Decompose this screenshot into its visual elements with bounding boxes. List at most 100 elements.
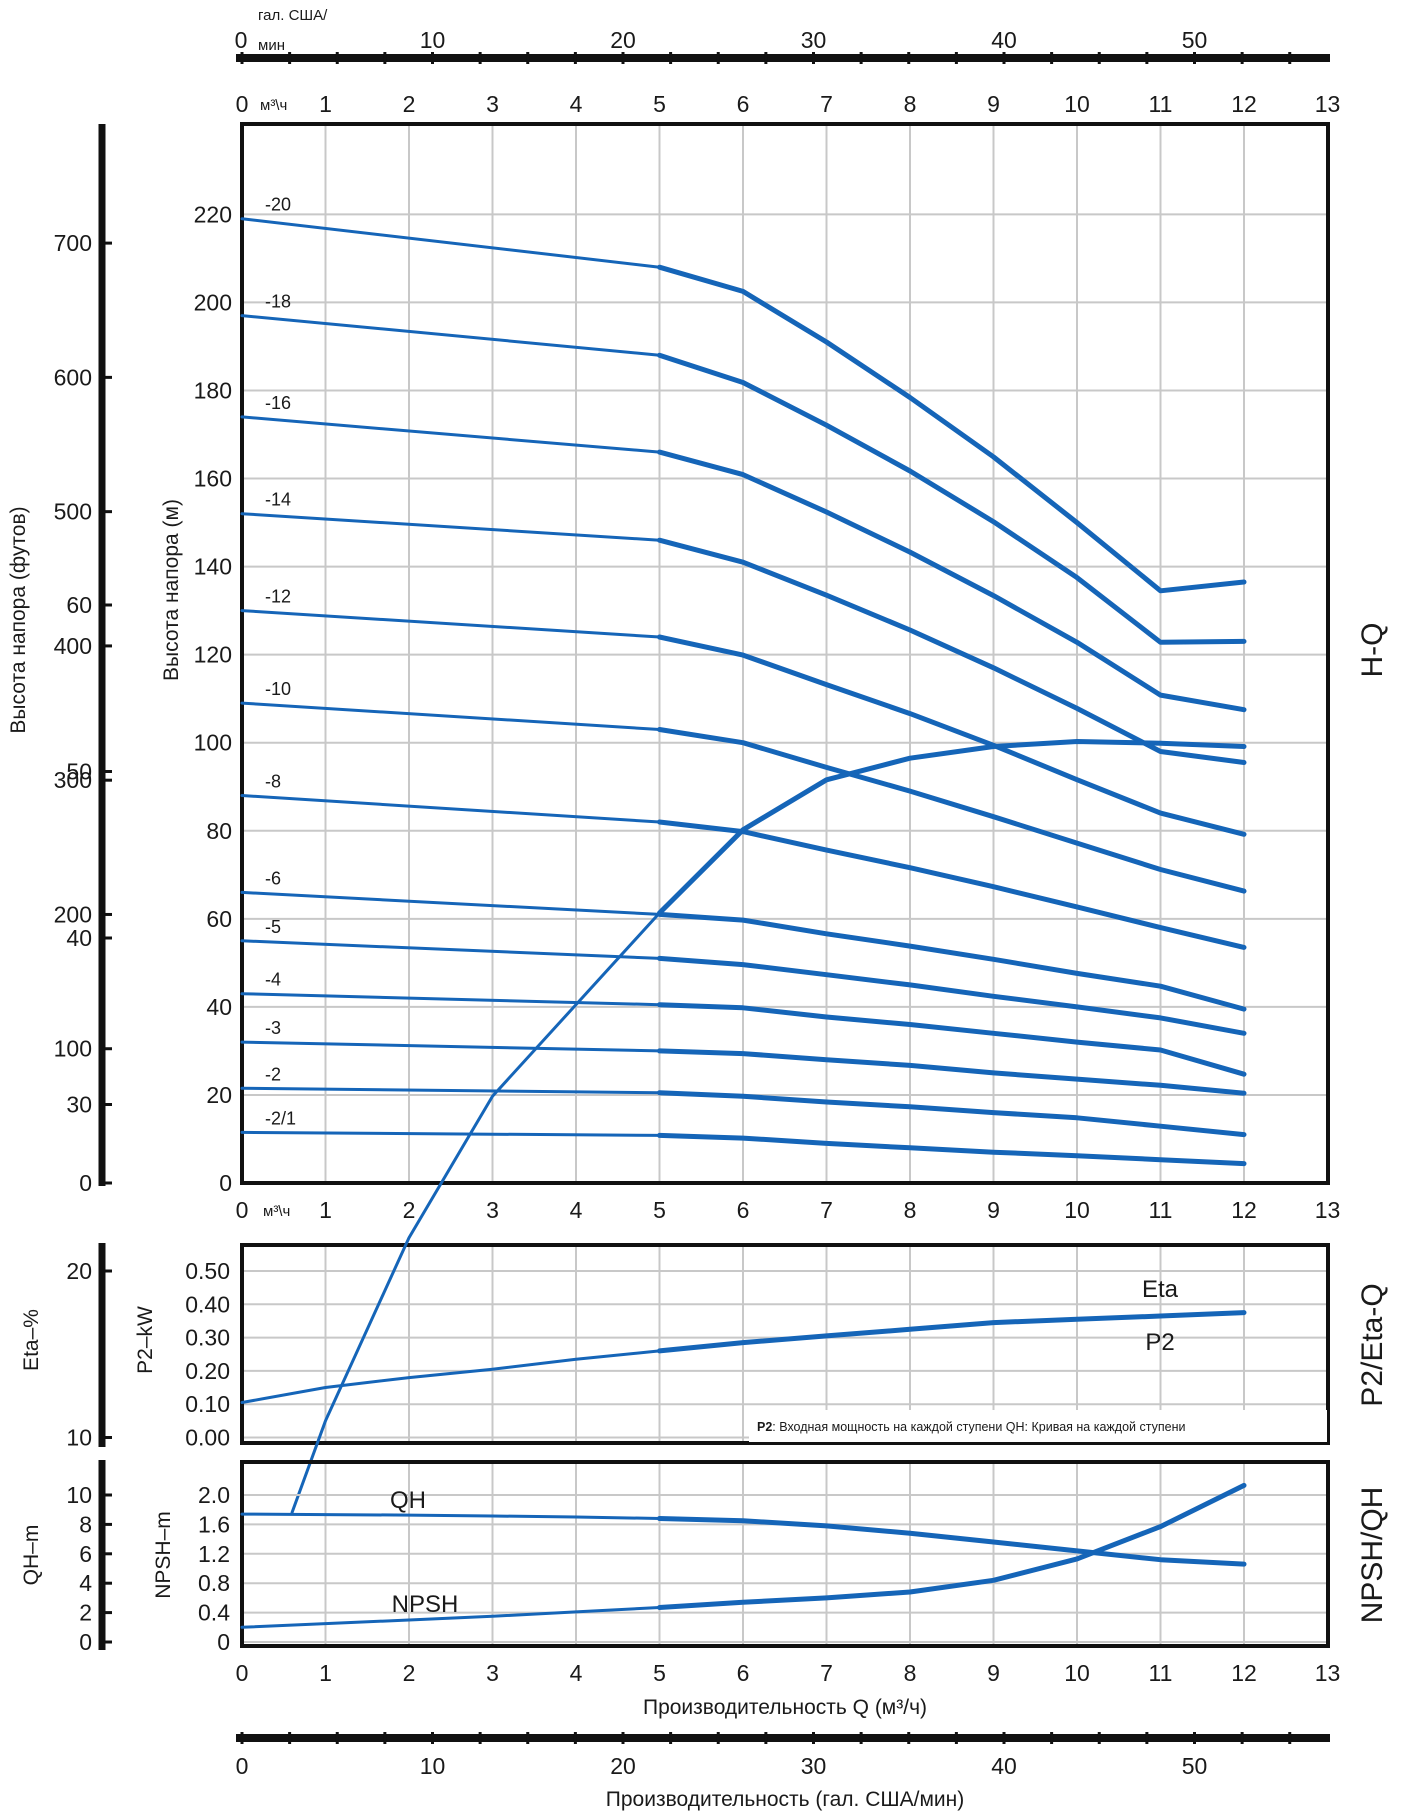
p2-ylabel: P2–kW (134, 1306, 157, 1374)
hq-curve--8-tail (657, 819, 1247, 950)
p2-y-tick-label: 0.00 (185, 1425, 230, 1451)
mid-x-tick-label: 0 (236, 1197, 249, 1223)
mid-x-tick-label: 4 (570, 1197, 583, 1223)
npsh-y-tick-label: 0.8 (198, 1570, 230, 1596)
pe-curve-Eta (290, 911, 661, 1514)
top-x-tick-label: 9 (987, 91, 1000, 117)
hq-curve--2-tail (657, 1090, 1247, 1138)
top-gpm-tick-label: 50 (1182, 27, 1208, 53)
nq-curve-QH (240, 1512, 661, 1520)
hq-plot-frame (240, 122, 1330, 1185)
nq-panel-title: NPSH/QH (1356, 1487, 1389, 1624)
mid-x-tick-label: 9 (987, 1197, 1000, 1223)
top-x-unit-label: м³\ч (260, 97, 287, 114)
bottom-x-title: Производительность Q (м³/ч) (643, 1696, 927, 1719)
hq-curve-label: -10 (265, 679, 291, 699)
hq-curve--18 (240, 314, 661, 357)
bottom-x-tick-label: 9 (987, 1660, 1000, 1686)
eta-tick-label: 20 (66, 1258, 92, 1284)
hq-feet-tick-label: 500 (54, 499, 92, 525)
pe-curve-P2-tail (657, 1310, 1247, 1354)
top-gpm-unit-label-2: мин (258, 37, 285, 54)
bottom-gpm-tick-label: 40 (991, 1753, 1017, 1779)
hq-curve--12-tail (657, 634, 1247, 837)
top-gpm-unit-label: гал. США/ (258, 7, 328, 24)
top-x-tick-label: 3 (486, 91, 499, 117)
hq-curve--3 (240, 1040, 661, 1053)
hq-curve-label: -14 (265, 490, 291, 510)
bottom-x-tick-label: 6 (737, 1660, 750, 1686)
pe-panel-title: P2/Eta-Q (1356, 1283, 1389, 1406)
hq-curve--16-tail (657, 449, 1247, 713)
hq-y-tick-label: 120 (194, 642, 232, 668)
eta-tick-label: 50 (66, 759, 92, 785)
hq-curve-label: -6 (265, 868, 281, 888)
hq-y-tick-label: 220 (194, 201, 232, 227)
npsh-y-tick-label: 0.4 (198, 1600, 230, 1626)
npsh-series-label: NPSH (392, 1591, 459, 1618)
hq-curve--20 (240, 217, 661, 269)
top-x-tick-label: 5 (653, 91, 666, 117)
hq-curve--4 (240, 992, 661, 1007)
top-x-tick-label: 11 (1149, 91, 1173, 117)
npsh-ylabel: NPSH–m (152, 1511, 175, 1599)
qh-tick-label: 10 (66, 1482, 92, 1508)
p2-y-tick-label: 0.20 (185, 1358, 230, 1384)
mid-x-tick-label: 13 (1315, 1197, 1341, 1223)
hq-grid (242, 124, 1328, 1183)
hq-y-tick-label: 20 (206, 1082, 232, 1108)
hq-feet-tick-label: 200 (54, 901, 92, 927)
bottom-x-tick-label: 0 (236, 1660, 249, 1686)
hq-ylabel-m: Высота напора (м) (160, 499, 183, 681)
hq-y-tick-label: 80 (206, 818, 232, 844)
hq-curve-label: -12 (265, 587, 291, 607)
top-x-tick-label: 1 (319, 91, 332, 117)
hq-curve-label: -8 (265, 772, 281, 792)
qh-series-label: QH (390, 1487, 426, 1514)
bottom-gpm-tick-label: 30 (801, 1753, 827, 1779)
hq-curve--5 (240, 939, 661, 960)
hq-curve--10 (240, 701, 661, 731)
hq-curve--2 (240, 1086, 661, 1095)
eta-tick-label: 10 (66, 1425, 92, 1451)
mid-x-tick-label: 5 (653, 1197, 666, 1223)
hq-y-tick-label: 160 (194, 466, 232, 492)
hq-curve--18-tail (657, 352, 1247, 645)
hq-curve-label: -16 (265, 393, 291, 413)
hq-curve-label: -18 (265, 292, 291, 312)
mid-x-tick-label: 6 (737, 1197, 750, 1223)
eta-series-label: Eta (1142, 1276, 1179, 1303)
top-gpm-tick-label: 40 (991, 27, 1017, 53)
pe-note-text: : Входная мощность на каждой ступени QH:… (772, 1420, 1185, 1434)
hq-y-tick-label: 100 (194, 730, 232, 756)
bottom-x-tick-label: 2 (403, 1660, 416, 1686)
hq-curve--16 (240, 415, 661, 454)
hq-curve--14 (240, 512, 661, 542)
p2-y-tick-label: 0.30 (185, 1325, 230, 1351)
hq-ylabel-ft: Высота напора (футов) (7, 506, 30, 733)
eta-ylabel: Eta–% (20, 1309, 43, 1371)
hq-curve-label: -2/1 (265, 1108, 296, 1128)
p2-series-label: P2 (1145, 1329, 1174, 1356)
hq-curve-label: -4 (265, 970, 281, 990)
bottom-gpm-tick-label: 10 (420, 1753, 446, 1779)
top-gpm-tick-label: 10 (420, 27, 446, 53)
hq-curve--3-tail (657, 1048, 1247, 1096)
qh-tick-label: 0 (79, 1629, 92, 1655)
hq-feet-tick-label: 100 (54, 1036, 92, 1062)
bottom-x-tick-label: 7 (820, 1660, 833, 1686)
mid-x-tick-label: 7 (820, 1197, 833, 1223)
bottom-x-tick-label: 12 (1231, 1660, 1257, 1686)
pe-note-bold: P2 (757, 1420, 772, 1434)
pe-note-box (749, 1410, 1327, 1442)
bottom-x-tick-label: 13 (1315, 1660, 1341, 1686)
hq-panel-title: H-Q (1356, 623, 1389, 678)
bottom-x-tick-label: 1 (319, 1660, 332, 1686)
hq-y-tick-label: 60 (206, 906, 232, 932)
mid-x-tick-label: 1 (319, 1197, 332, 1223)
nq-curve-QH-tail (657, 1516, 1247, 1567)
qh-tick-label: 8 (79, 1511, 92, 1537)
hq-y-tick-label: 0 (219, 1170, 232, 1196)
hq-curve--20-tail (657, 264, 1247, 594)
hq-curve--4-tail (657, 1002, 1247, 1077)
